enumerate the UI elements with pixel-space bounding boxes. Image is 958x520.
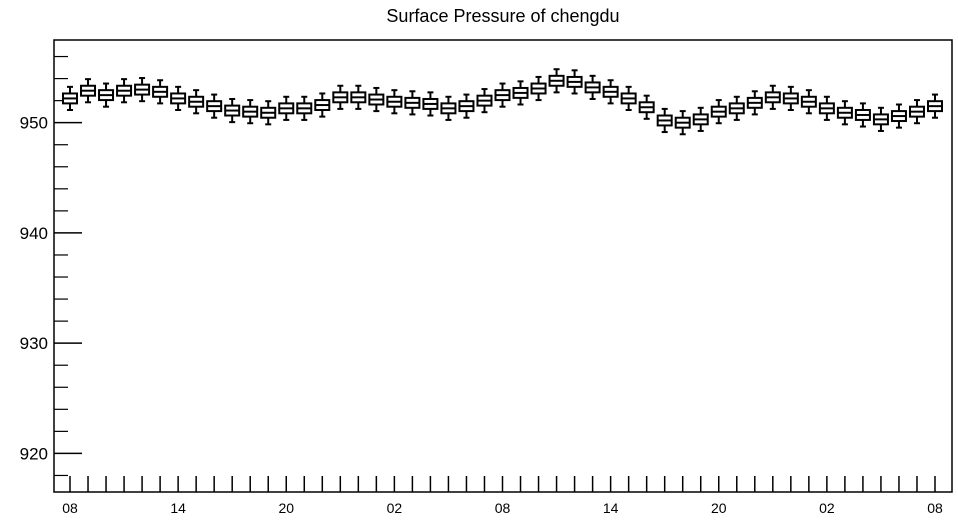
y-major-ticks: 920 930 940 950 [20,114,82,463]
box-38 [728,95,745,121]
box-43 [818,95,835,121]
x-tick-label: 08 [495,500,511,516]
box-11 [242,99,259,125]
plot-frame [53,39,953,493]
box-37 [710,99,727,125]
box-47 [890,103,907,129]
box-13 [278,95,295,121]
box-39 [746,90,763,116]
box-18 [368,86,385,113]
x-tick-label: 14 [603,500,619,516]
box-3 [98,82,115,108]
x-tick-label: 20 [711,500,727,516]
box-8 [188,89,205,115]
y-tick-label: 950 [20,114,48,133]
box-32 [620,85,637,112]
box-5 [134,77,151,103]
y-tick-label: 940 [20,224,48,243]
box-46 [872,106,889,132]
box-20 [404,90,421,116]
box-2 [80,78,97,104]
box-6 [152,79,169,105]
x-tick-label: 02 [387,500,403,516]
box-40 [764,84,781,110]
box-29 [566,69,583,95]
box-48 [908,99,925,125]
box-24 [476,88,493,114]
box-25 [494,82,511,108]
box-17 [350,84,367,110]
box-35 [674,110,691,136]
box-7 [170,85,187,112]
box-10 [224,97,241,124]
box-36 [692,106,709,132]
box-45 [854,102,871,128]
x-tick-label: 08 [927,500,943,516]
x-tick-label: 20 [278,500,294,516]
x-ticks: 08 14 20 02 08 14 20 02 08 [62,476,943,516]
box-22 [440,95,457,121]
y-tick-label: 920 [20,444,48,463]
box-44 [836,100,853,126]
x-tick-label: 02 [819,500,835,516]
box-4 [116,78,133,104]
box-41 [782,85,799,112]
box-33 [638,94,655,120]
box-31 [602,79,619,105]
box-34 [656,107,673,134]
box-26 [512,80,529,106]
x-tick-label: 08 [62,500,78,516]
box-49 [927,93,943,119]
x-tick-label: 14 [170,500,186,516]
y-minor-ticks [54,55,68,477]
box-14 [296,95,313,121]
y-tick-label: 930 [20,334,48,353]
boxes [62,68,943,136]
box-42 [800,89,817,115]
box-9 [206,93,223,119]
box-12 [260,100,277,126]
box-28 [548,68,565,94]
box-27 [530,75,547,102]
box-23 [458,93,475,119]
box-30 [584,74,601,100]
box-19 [386,89,403,115]
box-21 [422,91,439,117]
chart-title: Surface Pressure of chengdu [386,6,619,26]
box-1 [62,85,78,112]
box-15 [314,92,331,118]
box-16 [332,84,349,110]
